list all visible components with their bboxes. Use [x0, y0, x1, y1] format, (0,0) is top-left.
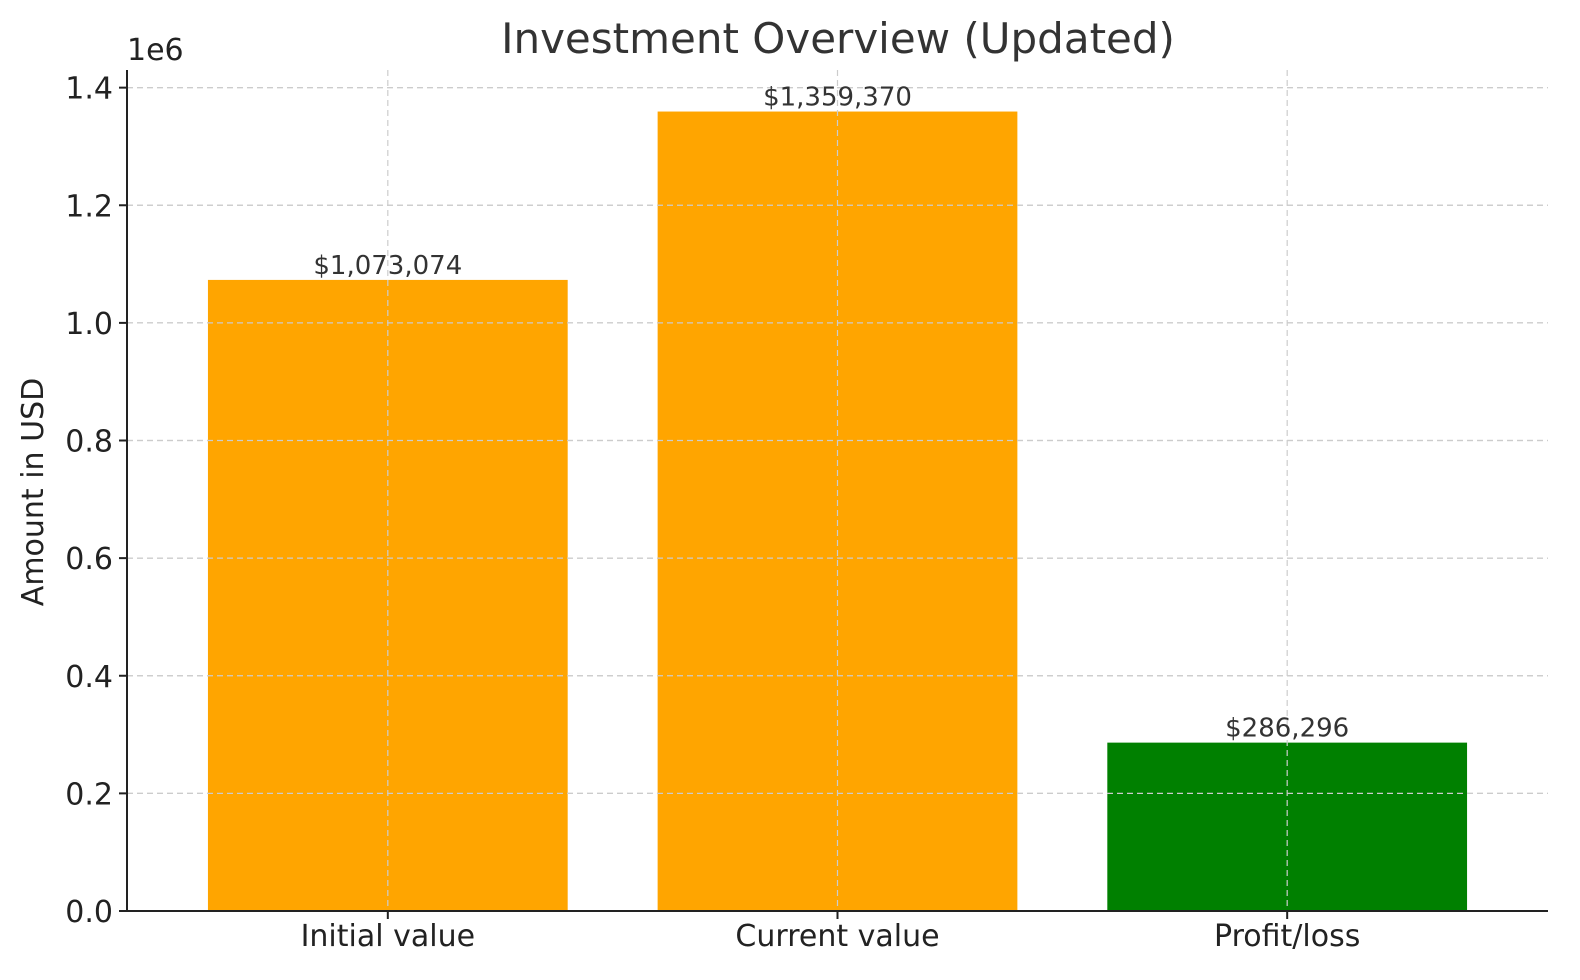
- y-tick-label: 1.4: [65, 72, 113, 107]
- data-label: $286,296: [1225, 714, 1349, 744]
- x-tick-label: Initial value: [301, 919, 476, 954]
- y-axis-label: Amount in USD: [16, 378, 51, 606]
- data-labels: $1,073,074 $1,359,370 $286,296: [313, 83, 1349, 744]
- x-tick-label: Profit/loss: [1214, 919, 1360, 954]
- y-tick-label: 0.6: [65, 542, 113, 577]
- x-tick-label: Current value: [735, 919, 939, 954]
- y-tick-label: 0.0: [65, 895, 113, 930]
- y-tick-label: 1.0: [65, 307, 113, 342]
- data-label: $1,359,370: [763, 83, 912, 113]
- y-axis-offset-label: 1e6: [127, 33, 184, 68]
- y-tick-label: 1.2: [65, 189, 113, 224]
- y-tick-label: 0.8: [65, 425, 113, 460]
- y-tick-label: 0.2: [65, 777, 113, 812]
- ticks: 0.0 0.2 0.4 0.6 0.8 1.0 1.2 1.4 Initial value Cur…: [65, 72, 1360, 954]
- chart-title: Investment Overview (Updated): [501, 14, 1175, 63]
- data-label: $1,073,074: [313, 251, 462, 281]
- y-tick-label: 0.4: [65, 660, 113, 695]
- bars: [127, 70, 1548, 912]
